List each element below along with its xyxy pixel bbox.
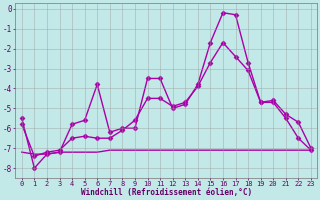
X-axis label: Windchill (Refroidissement éolien,°C): Windchill (Refroidissement éolien,°C)	[81, 188, 252, 197]
